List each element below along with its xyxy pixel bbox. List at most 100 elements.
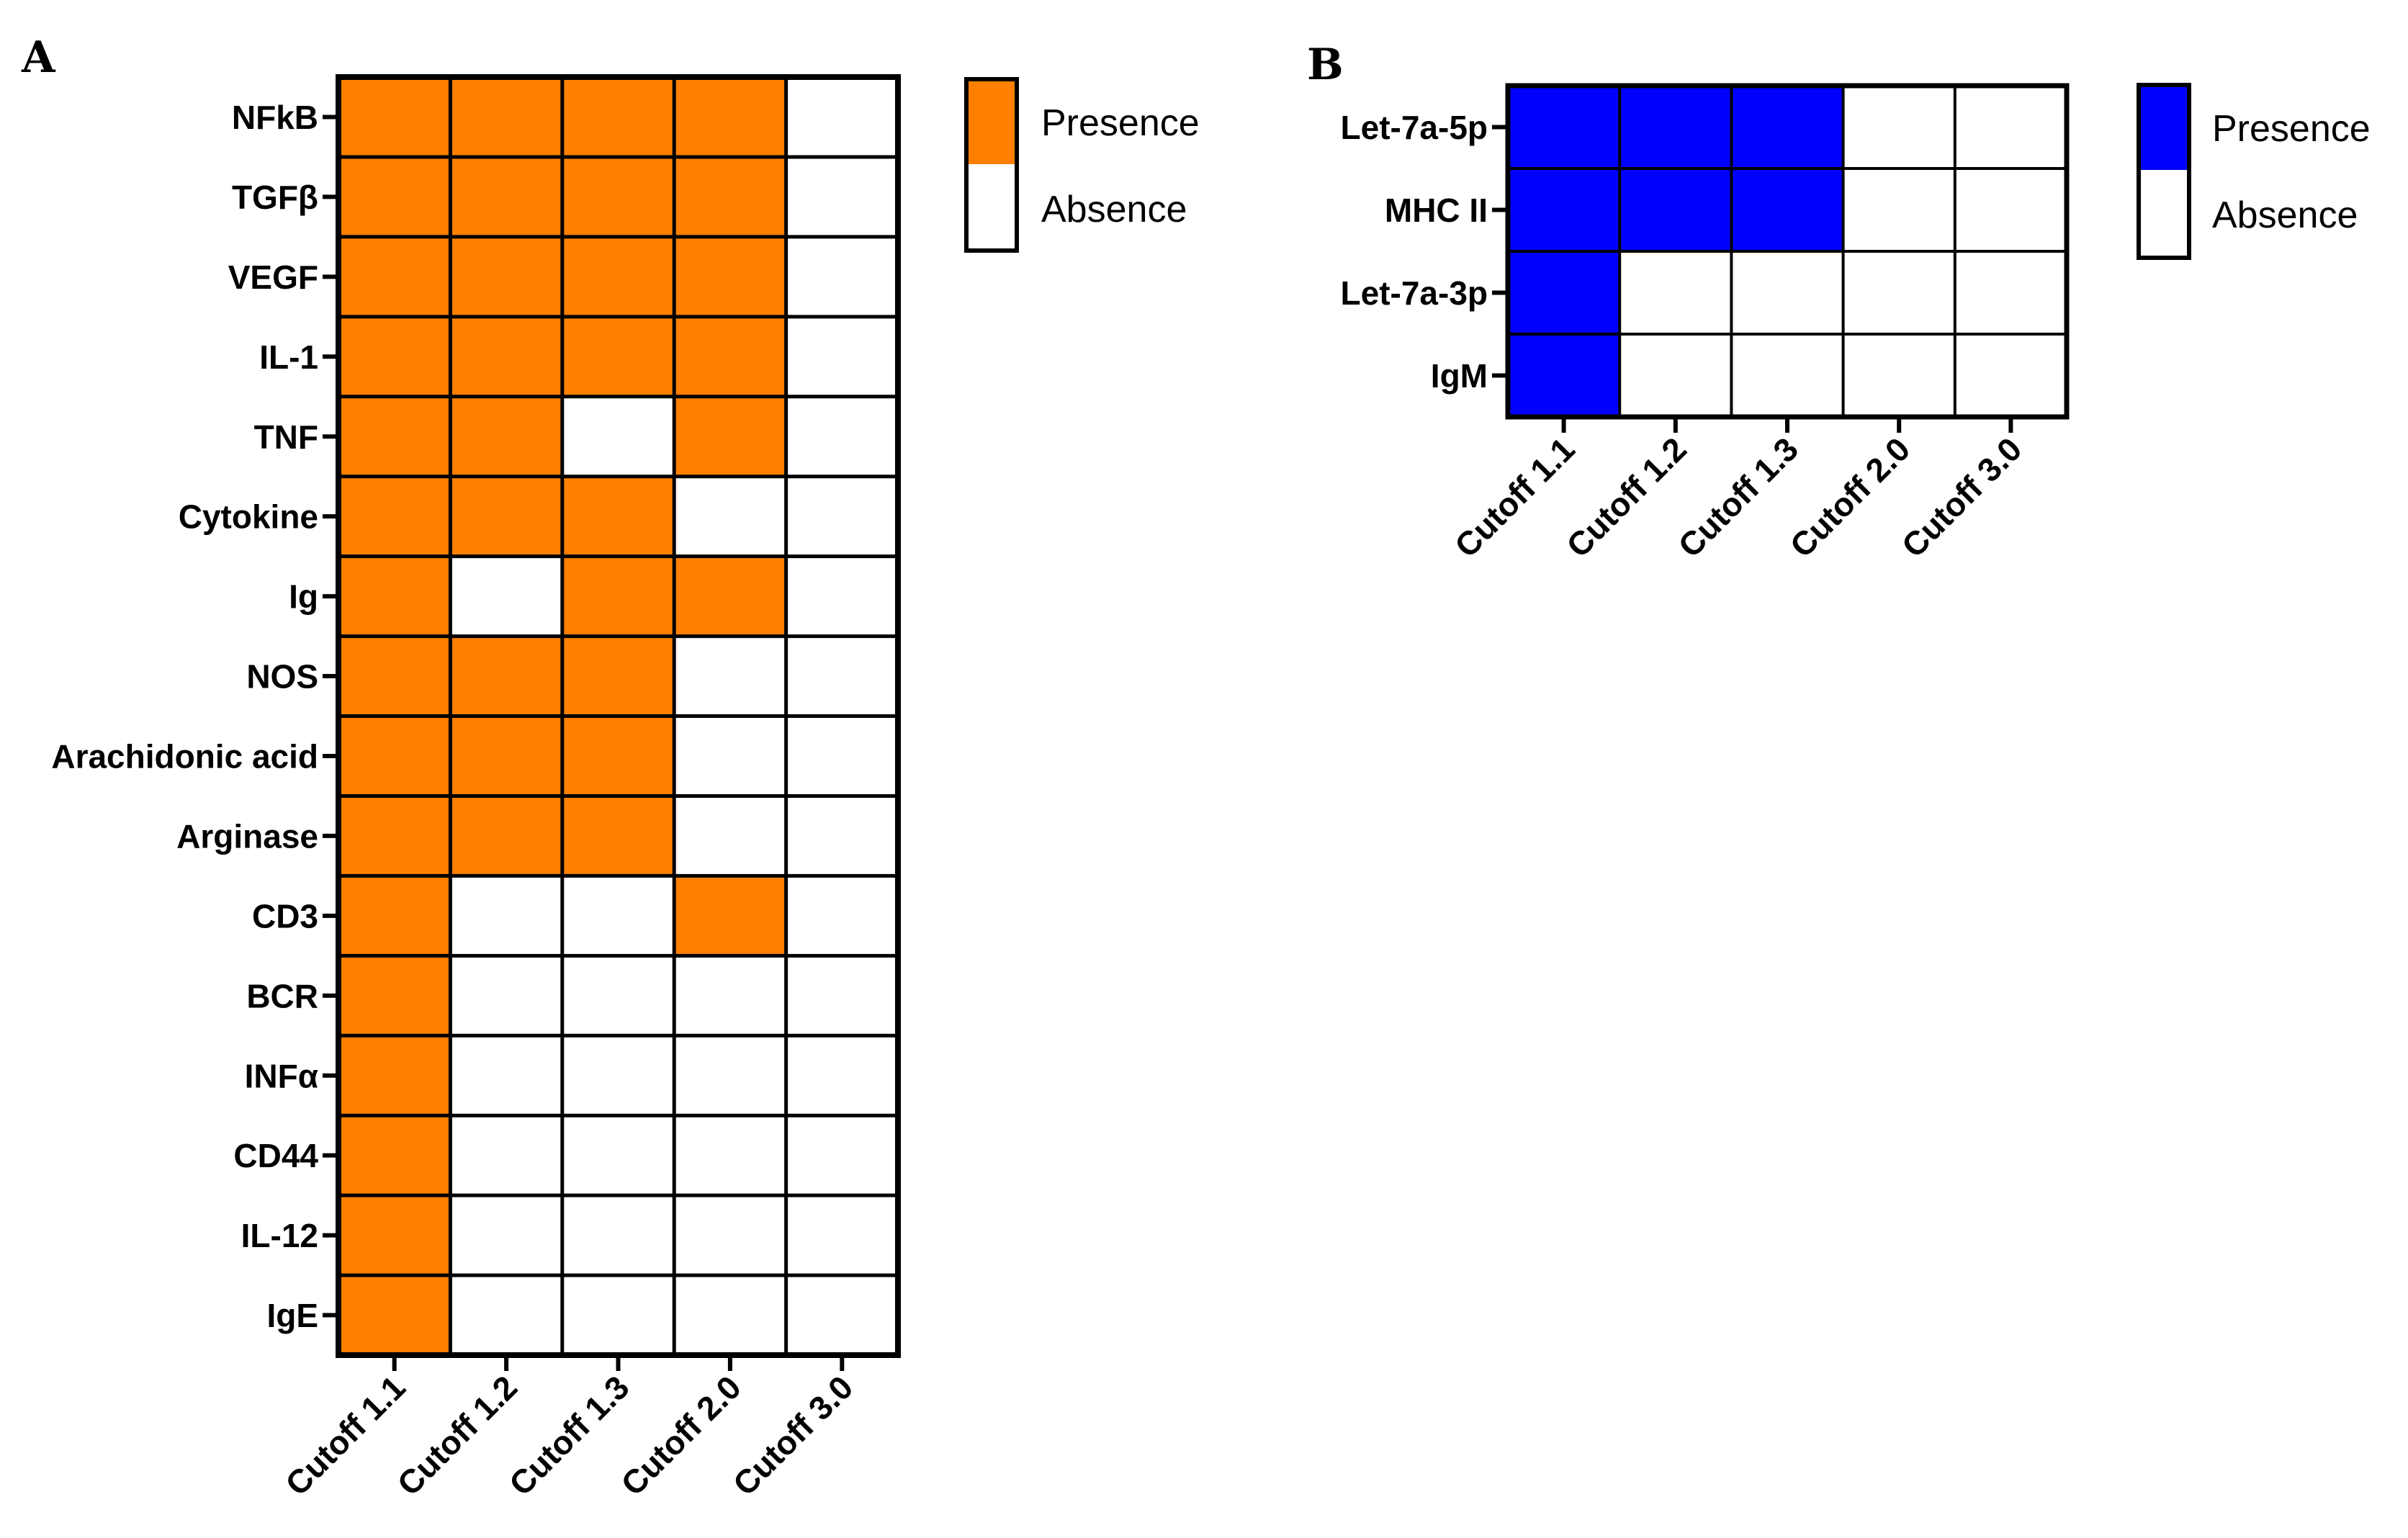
heatmap-a-cell bbox=[786, 236, 898, 317]
heatmap-a-cell bbox=[786, 796, 898, 876]
heatmap-a-cell bbox=[786, 1115, 898, 1196]
heatmap-a: NFkB TGFβ VEGF IL-1 TNF Cytokine Ig NOS Arachido… bbox=[51, 74, 901, 1503]
heatmap-a-cell bbox=[450, 876, 562, 956]
legend-b-absence-swatch bbox=[2139, 170, 2189, 258]
heatmap-a-cell bbox=[450, 1115, 562, 1196]
heatmap-b-cell bbox=[1619, 168, 1732, 251]
heatmap-a-col-label: Cutoff 2.0 bbox=[614, 1368, 748, 1503]
heatmap-a-cell bbox=[674, 476, 786, 557]
heatmap-a-col-label: Cutoff 1.2 bbox=[390, 1368, 524, 1503]
heatmap-a-cell bbox=[450, 636, 562, 716]
heatmap-a-cell bbox=[786, 1195, 898, 1276]
heatmap-a-cell bbox=[338, 236, 451, 317]
heatmap-a-cell bbox=[562, 396, 675, 477]
heatmap-a-cell bbox=[786, 316, 898, 397]
heatmap-a-cell bbox=[450, 77, 562, 157]
heatmap-a-row-label: TGFβ bbox=[232, 179, 318, 216]
heatmap-b-cell bbox=[1954, 168, 2067, 251]
heatmap-b-cell bbox=[1954, 251, 2067, 334]
heatmap-a-row-label: BCR bbox=[246, 977, 318, 1015]
heatmap-b-cell bbox=[1731, 251, 1843, 334]
heatmap-b-cell bbox=[1843, 334, 1955, 417]
heatmap-a-cell bbox=[674, 796, 786, 876]
heatmap-a-cell bbox=[674, 955, 786, 1036]
heatmap-b-col-label: Cutoff 1.3 bbox=[1671, 430, 1805, 565]
legend-a: Presence Absence bbox=[964, 77, 1200, 253]
heatmap-a-cell bbox=[450, 476, 562, 557]
heatmap-a-cell bbox=[450, 396, 562, 477]
heatmap-a-cell bbox=[338, 396, 451, 477]
heatmap-b-cell bbox=[1954, 334, 2067, 417]
legend-a-presence-swatch bbox=[966, 79, 1017, 164]
heatmap-a-cell bbox=[562, 1195, 675, 1276]
heatmap-b-col-label: Cutoff 1.1 bbox=[1447, 430, 1582, 565]
heatmap-a-cell bbox=[674, 1275, 786, 1355]
legend-b: Presence Absence bbox=[2137, 83, 2371, 260]
heatmap-b-row-label: IgM bbox=[1431, 357, 1488, 395]
heatmap-a-cell bbox=[674, 1035, 786, 1116]
panel-a: A NFkB TGFβ VEGF IL-1 TNF Cytokine Ig NOS Arachi… bbox=[21, 32, 1200, 1503]
heatmap-a-cell bbox=[450, 1035, 562, 1116]
heatmap-a-row-label: INFα bbox=[245, 1057, 318, 1094]
heatmap-a-cell bbox=[338, 876, 451, 956]
heatmap-b-row-label: Let-7a-5p bbox=[1341, 109, 1488, 146]
heatmap-a-cell bbox=[786, 1035, 898, 1116]
heatmap-a-cell bbox=[674, 556, 786, 637]
heatmap-a-cell bbox=[562, 476, 675, 557]
heatmap-a-row-label: Cytokine bbox=[179, 498, 318, 536]
heatmap-a-cell bbox=[562, 1035, 675, 1116]
heatmap-a-cell bbox=[338, 1035, 451, 1116]
heatmap-a-row-label: IL-12 bbox=[241, 1217, 318, 1254]
heatmap-b-cell bbox=[1619, 251, 1732, 334]
heatmap-a-cell bbox=[338, 156, 451, 237]
panel-a-letter: A bbox=[21, 32, 56, 83]
heatmap-a-cell bbox=[562, 716, 675, 796]
heatmap-a-cell bbox=[674, 156, 786, 237]
heatmap-b-cell bbox=[1508, 168, 1620, 251]
heatmap-a-row-label: Ig bbox=[289, 578, 318, 616]
heatmap-a-cell bbox=[450, 1195, 562, 1276]
heatmap-b-cell bbox=[1731, 86, 1843, 168]
heatmap-a-cell bbox=[674, 876, 786, 956]
heatmap-b-cell bbox=[1731, 334, 1843, 417]
heatmap-a-row-label: Arginase bbox=[176, 817, 318, 855]
heatmap-b-col-label: Cutoff 3.0 bbox=[1895, 430, 2029, 565]
heatmap-a-row-label: Arachidonic acid bbox=[51, 738, 318, 775]
heatmap-a-row-label: CD3 bbox=[252, 897, 318, 935]
heatmap-a-cell bbox=[338, 716, 451, 796]
heatmap-a-cell bbox=[674, 1195, 786, 1276]
heatmap-a-cell bbox=[674, 396, 786, 477]
heatmap-a-cell bbox=[338, 1195, 451, 1276]
heatmap-a-cell bbox=[786, 876, 898, 956]
heatmap-a-cell bbox=[450, 1275, 562, 1355]
heatmap-b-cell bbox=[1508, 334, 1620, 417]
heatmap-a-cell bbox=[562, 876, 675, 956]
heatmap-a-cell bbox=[450, 716, 562, 796]
heatmap-b-cell bbox=[1954, 86, 2067, 168]
legend-a-frame bbox=[964, 77, 1019, 253]
heatmap-a-cell bbox=[338, 1275, 451, 1355]
heatmap-b-cell bbox=[1619, 334, 1732, 417]
legend-b-frame bbox=[2137, 83, 2191, 260]
heatmap-b-cell bbox=[1508, 86, 1620, 168]
heatmap-b-cell bbox=[1843, 86, 1955, 168]
heatmap-a-cell bbox=[562, 955, 675, 1036]
legend-a-absence-swatch bbox=[966, 164, 1017, 251]
heatmap-b-row-label: Let-7a-3p bbox=[1341, 274, 1488, 312]
heatmap-a-cell bbox=[786, 77, 898, 157]
heatmap-b-col-label: Cutoff 1.2 bbox=[1559, 430, 1694, 565]
heatmap-a-cell bbox=[450, 236, 562, 317]
heatmap-a-col-label: Cutoff 3.0 bbox=[726, 1368, 861, 1503]
heatmap-a-cell bbox=[338, 955, 451, 1036]
legend-a-presence-label: Presence bbox=[1041, 102, 1200, 144]
heatmap-a-row-label: CD44 bbox=[233, 1137, 318, 1174]
heatmap-a-cell bbox=[674, 316, 786, 397]
heatmap-a-row-label: IgE bbox=[266, 1297, 318, 1334]
heatmap-a-cell bbox=[786, 556, 898, 637]
legend-a-absence-label: Absence bbox=[1041, 189, 1187, 230]
heatmap-a-cell bbox=[562, 636, 675, 716]
legend-b-absence-label: Absence bbox=[2212, 194, 2358, 236]
heatmap-b-cell bbox=[1619, 86, 1732, 168]
